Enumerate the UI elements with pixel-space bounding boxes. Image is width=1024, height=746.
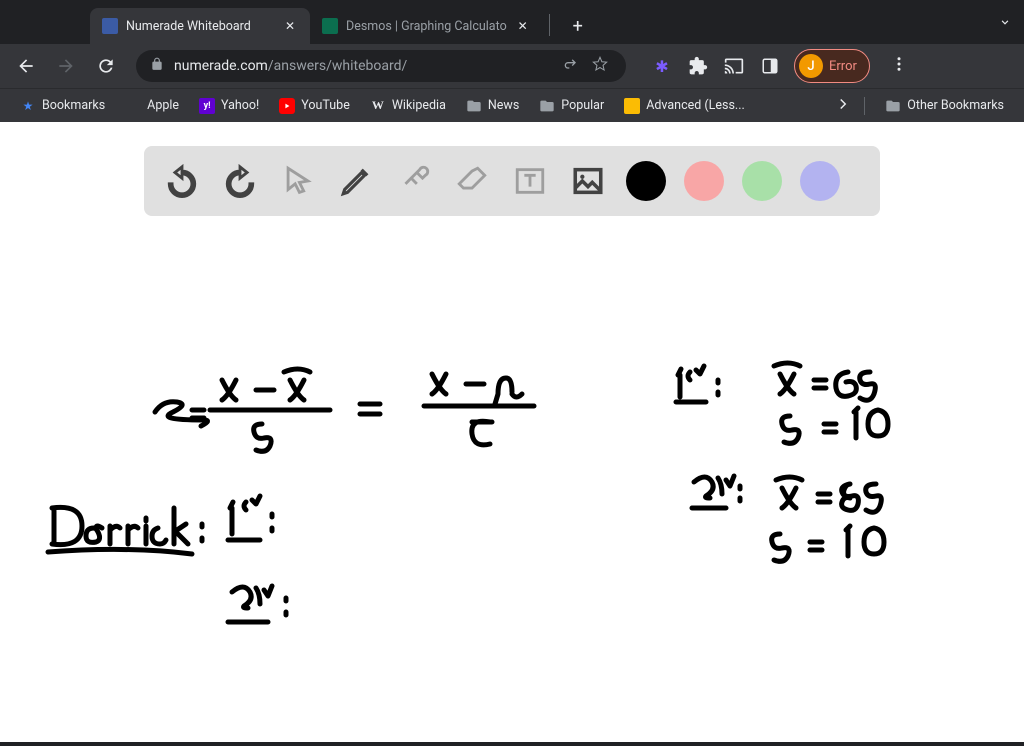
color-green[interactable] xyxy=(742,161,782,201)
profile-error-label: Error xyxy=(829,59,857,74)
sidepanel-icon[interactable] xyxy=(758,54,782,78)
tab-favicon-numerade xyxy=(102,18,118,34)
bookmark-label: Wikipedia xyxy=(392,98,446,113)
bookmark-label: News xyxy=(488,98,519,113)
bookmark-label: Bookmarks xyxy=(42,98,105,113)
address-bar[interactable]: numerade.com/answers/whiteboard/ xyxy=(136,50,626,82)
bookmark-label: Apple xyxy=(147,98,179,113)
bookmark-popular[interactable]: Popular xyxy=(531,94,612,118)
menu-icon[interactable] xyxy=(882,55,916,77)
forward-button[interactable] xyxy=(48,48,84,84)
bookmark-apple[interactable]: Apple xyxy=(117,94,187,118)
bookmark-label: YouTube xyxy=(301,98,350,113)
extensions-icon[interactable] xyxy=(686,54,710,78)
other-bookmarks[interactable]: Other Bookmarks xyxy=(877,94,1012,118)
tab-title: Numerade Whiteboard xyxy=(126,19,274,34)
tab-title: Desmos | Graphing Calculato xyxy=(346,19,507,34)
tab-favicon-desmos xyxy=(322,18,338,34)
page-content xyxy=(0,122,1024,742)
star-icon: ★ xyxy=(20,98,36,114)
chevron-down-icon[interactable] xyxy=(998,14,1012,33)
close-icon[interactable]: ✕ xyxy=(515,18,531,34)
bookmark-advanced[interactable]: Advanced (Less... xyxy=(616,94,753,118)
share-icon[interactable] xyxy=(562,56,578,76)
bookmark-label: Yahoo! xyxy=(221,98,259,113)
apple-icon xyxy=(125,98,141,114)
color-pink[interactable] xyxy=(684,161,724,201)
bookmark-youtube[interactable]: YouTube xyxy=(271,94,358,118)
bookmark-news[interactable]: News xyxy=(458,94,527,118)
image-tool[interactable] xyxy=(568,161,608,201)
close-icon[interactable]: ✕ xyxy=(282,18,298,34)
bookmark-label: Other Bookmarks xyxy=(907,98,1004,113)
avatar: J xyxy=(799,54,823,78)
profile-badge[interactable]: J Error xyxy=(794,49,870,83)
lock-icon xyxy=(150,57,164,75)
folder-icon xyxy=(885,98,901,114)
folder-icon xyxy=(539,98,555,114)
back-button[interactable] xyxy=(8,48,44,84)
pen-tool[interactable] xyxy=(336,161,376,201)
undo-button[interactable] xyxy=(162,161,202,201)
yahoo-icon: y! xyxy=(199,98,215,114)
url-text: numerade.com/answers/whiteboard/ xyxy=(174,58,407,74)
gdrive-icon xyxy=(624,98,640,114)
tab-desmos[interactable]: Desmos | Graphing Calculato ✕ xyxy=(310,8,543,44)
pointer-tool[interactable] xyxy=(278,161,318,201)
whiteboard-canvas[interactable] xyxy=(0,232,1024,742)
eraser-tool[interactable] xyxy=(452,161,492,201)
bookmark-bookmarks[interactable]: ★ Bookmarks xyxy=(12,94,113,118)
youtube-icon xyxy=(279,98,295,114)
tools-button[interactable] xyxy=(394,161,434,201)
bookmark-label: Advanced (Less... xyxy=(646,98,745,113)
extension-icon-1[interactable]: ✱ xyxy=(650,54,674,78)
wiki-icon: W xyxy=(370,98,386,114)
tab-bar: Numerade Whiteboard ✕ Desmos | Graphing … xyxy=(0,0,1024,44)
whiteboard-toolbar xyxy=(144,146,880,216)
folder-icon xyxy=(466,98,482,114)
browser-toolbar: numerade.com/answers/whiteboard/ ✱ J Err… xyxy=(0,44,1024,88)
bookmark-wikipedia[interactable]: W Wikipedia xyxy=(362,94,454,118)
cast-icon[interactable] xyxy=(722,54,746,78)
bookmarks-bar: ★ Bookmarks Apple y! Yahoo! YouTube W Wi… xyxy=(0,88,1024,122)
chevron-right-icon[interactable] xyxy=(834,95,852,117)
color-purple[interactable] xyxy=(800,161,840,201)
textbox-tool[interactable] xyxy=(510,161,550,201)
tab-numerade[interactable]: Numerade Whiteboard ✕ xyxy=(90,8,310,44)
redo-button[interactable] xyxy=(220,161,260,201)
color-black[interactable] xyxy=(626,161,666,201)
bookmark-label: Popular xyxy=(561,98,604,113)
bookmark-yahoo[interactable]: y! Yahoo! xyxy=(191,94,267,118)
bookmark-star-icon[interactable] xyxy=(592,56,608,76)
new-tab-button[interactable]: + xyxy=(564,12,592,40)
reload-button[interactable] xyxy=(88,48,124,84)
